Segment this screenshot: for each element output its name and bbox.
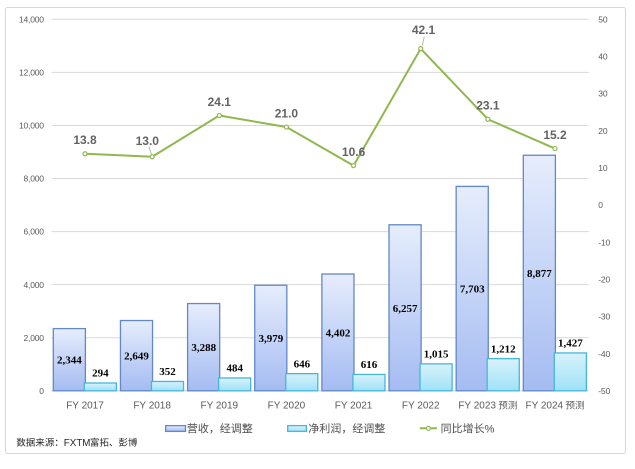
svg-text:-10: -10 (598, 237, 610, 247)
svg-text:FXTM: FXTM (64, 438, 91, 449)
svg-text:20: 20 (598, 126, 608, 136)
svg-text:2,344: 2,344 (57, 355, 82, 367)
svg-text:6,257: 6,257 (393, 303, 418, 315)
svg-text:14,000: 14,000 (19, 14, 44, 24)
svg-text:42.1: 42.1 (412, 23, 436, 37)
svg-text:10: 10 (598, 163, 608, 173)
svg-text:2,000: 2,000 (24, 333, 45, 343)
svg-text:FY 2022: FY 2022 (402, 401, 440, 412)
svg-text:2,649: 2,649 (124, 351, 149, 363)
svg-text:1,015: 1,015 (424, 349, 449, 361)
svg-text:13.0: 13.0 (136, 134, 160, 148)
svg-text:40: 40 (598, 52, 608, 62)
svg-text:352: 352 (159, 366, 176, 378)
svg-text:8,877: 8,877 (527, 268, 552, 280)
svg-text:FY 2017: FY 2017 (66, 401, 104, 412)
svg-text:13.8: 13.8 (73, 133, 97, 147)
svg-text:294: 294 (92, 368, 109, 380)
svg-text:FY 2023: FY 2023 (458, 401, 496, 412)
svg-text:6,000: 6,000 (24, 227, 45, 237)
svg-text:-30: -30 (598, 312, 610, 322)
svg-text:FY 2021: FY 2021 (335, 401, 373, 412)
svg-text:1,427: 1,427 (558, 338, 583, 350)
svg-text:-20: -20 (598, 274, 610, 284)
svg-text:50: 50 (598, 14, 608, 24)
svg-text:%: % (485, 423, 495, 435)
svg-text:4,000: 4,000 (24, 280, 45, 290)
svg-text:FY 2024: FY 2024 (525, 401, 563, 412)
svg-text:FY 2020: FY 2020 (268, 401, 306, 412)
svg-text:8,000: 8,000 (24, 174, 45, 184)
svg-text:10.6: 10.6 (342, 145, 366, 159)
svg-text:646: 646 (294, 358, 311, 370)
svg-text:10,000: 10,000 (19, 121, 44, 131)
svg-text:1,212: 1,212 (491, 343, 516, 355)
svg-text:484: 484 (226, 363, 243, 375)
svg-text:0: 0 (598, 200, 603, 210)
svg-text:FY 2019: FY 2019 (200, 401, 238, 412)
svg-text:-50: -50 (598, 386, 610, 396)
svg-text:15.2: 15.2 (543, 128, 567, 142)
svg-text:24.1: 24.1 (208, 95, 232, 109)
svg-text:3,288: 3,288 (191, 342, 216, 354)
svg-text:21.0: 21.0 (275, 106, 299, 120)
svg-text:0: 0 (39, 386, 44, 396)
svg-text:-40: -40 (598, 349, 610, 359)
svg-text:616: 616 (361, 359, 378, 371)
svg-text:3,979: 3,979 (258, 333, 283, 345)
svg-text:12,000: 12,000 (19, 67, 44, 77)
svg-text:7,703: 7,703 (460, 284, 485, 296)
svg-text:30: 30 (598, 89, 608, 99)
svg-text:FY 2018: FY 2018 (133, 401, 171, 412)
svg-text:4,402: 4,402 (326, 327, 351, 339)
svg-text:23.1: 23.1 (476, 99, 500, 113)
